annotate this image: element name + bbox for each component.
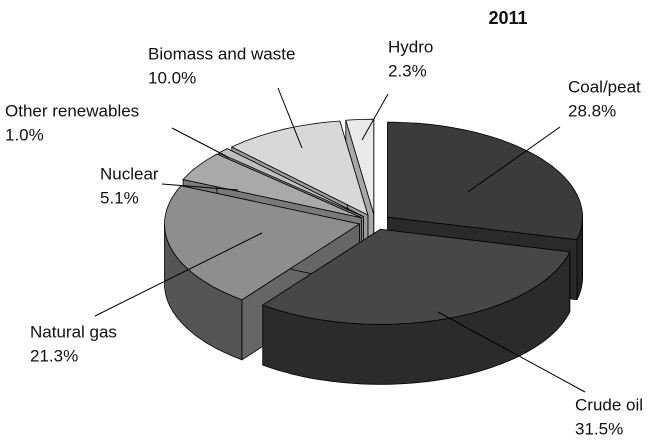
slice [230, 120, 369, 216]
leader-line [161, 183, 239, 191]
slice-label: Coal/peat [568, 77, 641, 96]
slice-label: Natural gas [30, 322, 117, 341]
leader-line [361, 93, 389, 141]
leader-line [437, 311, 586, 393]
slice-label: Other renewables [5, 101, 139, 120]
value-label: 28.8% [568, 101, 616, 120]
value-label: 5.1% [100, 188, 139, 207]
value-label: 31.5% [575, 419, 623, 438]
leader-line [467, 126, 561, 193]
slice-label: Crude oil [575, 395, 643, 414]
value-label: 10.0% [148, 68, 196, 87]
slice-label: Biomass and waste [148, 44, 295, 63]
value-label: 2.3% [388, 61, 427, 80]
value-label: 1.0% [5, 125, 44, 144]
slice [164, 185, 361, 301]
slice [387, 121, 584, 241]
value-label: 21.3% [30, 346, 78, 365]
slice [217, 148, 364, 217]
slice [261, 228, 571, 325]
leader-line [94, 232, 263, 317]
slice [182, 153, 362, 219]
slice-label: Hydro [388, 37, 433, 56]
leader-line [171, 127, 227, 157]
slice [345, 118, 375, 215]
leader-line [277, 87, 303, 149]
slice-label: Nuclear [100, 164, 159, 183]
chart-title: 2011 [488, 8, 527, 28]
